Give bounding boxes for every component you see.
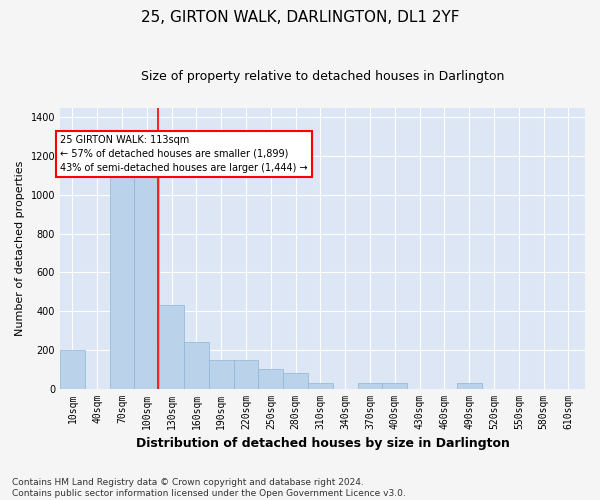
Bar	[159, 306, 184, 388]
Bar	[209, 360, 233, 388]
Bar	[259, 369, 283, 388]
Text: 25 GIRTON WALK: 113sqm
← 57% of detached houses are smaller (1,899)
43% of semi-: 25 GIRTON WALK: 113sqm ← 57% of detached…	[60, 135, 308, 173]
Bar	[283, 373, 308, 388]
Bar	[308, 382, 333, 388]
Bar	[382, 383, 407, 388]
X-axis label: Distribution of detached houses by size in Darlington: Distribution of detached houses by size …	[136, 437, 509, 450]
Y-axis label: Number of detached properties: Number of detached properties	[15, 160, 25, 336]
Bar	[233, 360, 259, 388]
Bar	[110, 170, 134, 388]
Text: Contains HM Land Registry data © Crown copyright and database right 2024.
Contai: Contains HM Land Registry data © Crown c…	[12, 478, 406, 498]
Bar	[358, 382, 382, 388]
Bar	[184, 342, 209, 388]
Bar	[134, 176, 159, 388]
Title: Size of property relative to detached houses in Darlington: Size of property relative to detached ho…	[141, 70, 504, 83]
Text: 25, GIRTON WALK, DARLINGTON, DL1 2YF: 25, GIRTON WALK, DARLINGTON, DL1 2YF	[141, 10, 459, 25]
Bar	[60, 350, 85, 389]
Bar	[457, 382, 482, 388]
